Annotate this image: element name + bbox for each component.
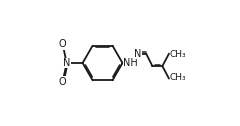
Text: CH₃: CH₃ [170, 73, 186, 82]
Text: O: O [59, 77, 66, 87]
Text: N: N [63, 58, 70, 68]
Text: O: O [59, 39, 66, 49]
Text: N: N [134, 49, 141, 59]
Text: NH: NH [123, 58, 138, 68]
Text: CH₃: CH₃ [170, 50, 186, 59]
